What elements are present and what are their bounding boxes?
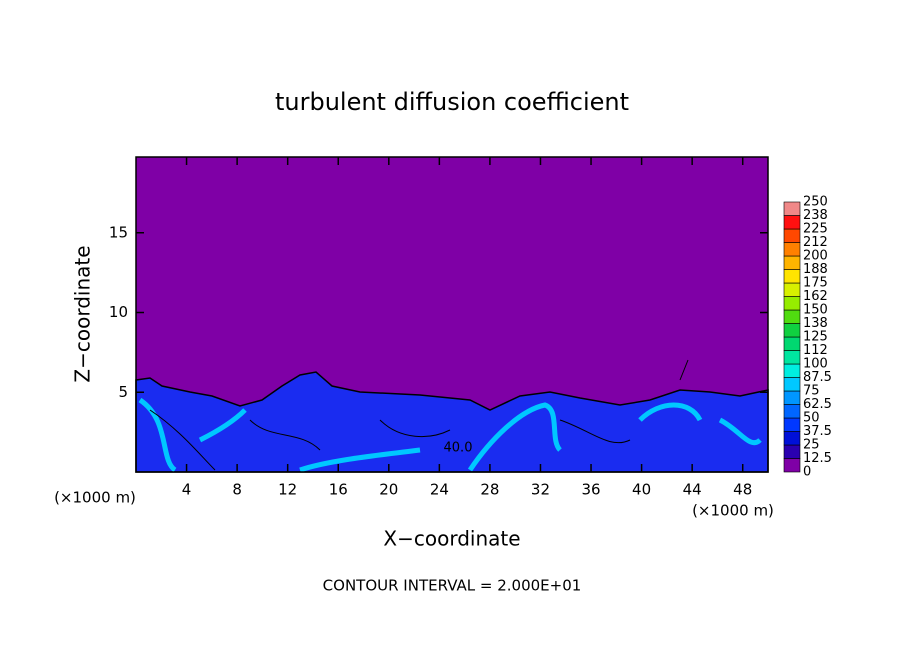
colorbar-label: 50 bbox=[803, 411, 820, 426]
x-tick-label: 40 bbox=[632, 481, 651, 499]
colorbar-band bbox=[783, 417, 801, 432]
colorbar-band bbox=[783, 228, 801, 243]
colorbar-band bbox=[783, 323, 801, 338]
colorbar-band bbox=[783, 363, 801, 378]
colorbar-band bbox=[783, 458, 801, 473]
y-tick-label: 10 bbox=[109, 303, 128, 321]
y-axis-label: Z−coordinate bbox=[71, 245, 95, 382]
x-tick-label: 32 bbox=[531, 481, 550, 499]
colorbar-label: 112 bbox=[803, 343, 828, 358]
colorbar-label: 150 bbox=[803, 303, 828, 318]
x-unit-label: (×1000 m) bbox=[692, 502, 774, 520]
colorbar-label: 212 bbox=[803, 235, 828, 250]
colorbar-label: 250 bbox=[803, 195, 828, 210]
colorbar-label: 162 bbox=[803, 289, 828, 304]
colorbar-band bbox=[783, 215, 801, 230]
colorbar-label: 175 bbox=[803, 276, 828, 291]
x-tick-label: 36 bbox=[581, 481, 600, 499]
x-tick-label: 44 bbox=[683, 481, 702, 499]
colorbar-label: 138 bbox=[803, 316, 828, 331]
colorbar-band bbox=[783, 269, 801, 284]
colorbar-band bbox=[783, 255, 801, 270]
colorbar-label: 225 bbox=[803, 222, 828, 237]
colorbar-label: 188 bbox=[803, 262, 828, 277]
x-tick-label: 20 bbox=[379, 481, 398, 499]
x-axis-label: X−coordinate bbox=[383, 527, 520, 551]
colorbar-label: 37.5 bbox=[803, 424, 832, 439]
colorbar-band bbox=[783, 336, 801, 351]
y-unit-label: (×1000 m) bbox=[54, 489, 136, 507]
colorbar-label: 62.5 bbox=[803, 397, 832, 412]
colorbar-label: 12.5 bbox=[803, 451, 832, 466]
chart-title: turbulent diffusion coefficient bbox=[275, 88, 629, 116]
colorbar-label: 125 bbox=[803, 330, 828, 345]
colorbar-band bbox=[783, 444, 801, 459]
colorbar-label: 200 bbox=[803, 249, 828, 264]
y-tick-label: 5 bbox=[118, 383, 128, 401]
colorbar-band bbox=[783, 242, 801, 257]
x-tick-label: 12 bbox=[278, 481, 297, 499]
colorbar-label: 87.5 bbox=[803, 370, 832, 385]
colorbar-band bbox=[783, 296, 801, 311]
colorbar-band bbox=[783, 431, 801, 446]
colorbar-band bbox=[783, 390, 801, 405]
x-tick-label: 4 bbox=[182, 481, 192, 499]
x-tick-label: 16 bbox=[329, 481, 348, 499]
x-tick-label: 28 bbox=[480, 481, 499, 499]
plot-frame bbox=[135, 156, 769, 473]
field-highlight bbox=[138, 397, 762, 473]
x-tick-label: 24 bbox=[430, 481, 449, 499]
colorbar-label: 100 bbox=[803, 357, 828, 372]
contour-label: 40.0 bbox=[444, 441, 473, 456]
y-tick-label: 15 bbox=[109, 223, 128, 241]
colorbar-label: 238 bbox=[803, 208, 828, 223]
colorbar-band bbox=[783, 282, 801, 297]
colorbar-band bbox=[783, 377, 801, 392]
contour-field: 40.0 bbox=[135, 157, 769, 473]
footer-note: CONTOUR INTERVAL = 2.000E+01 bbox=[323, 577, 582, 595]
colorbar-band bbox=[783, 309, 801, 324]
colorbar-label: 25 bbox=[803, 438, 820, 453]
colorbar-label: 0 bbox=[803, 465, 811, 480]
colorbar-band bbox=[783, 404, 801, 419]
x-tick-label: 48 bbox=[733, 481, 752, 499]
colorbar-band bbox=[783, 350, 801, 365]
x-tick-label: 8 bbox=[232, 481, 242, 499]
colorbar-band bbox=[783, 201, 801, 216]
contour-line bbox=[149, 359, 689, 471]
colorbar-label: 75 bbox=[803, 384, 820, 399]
field-region bbox=[135, 371, 769, 473]
